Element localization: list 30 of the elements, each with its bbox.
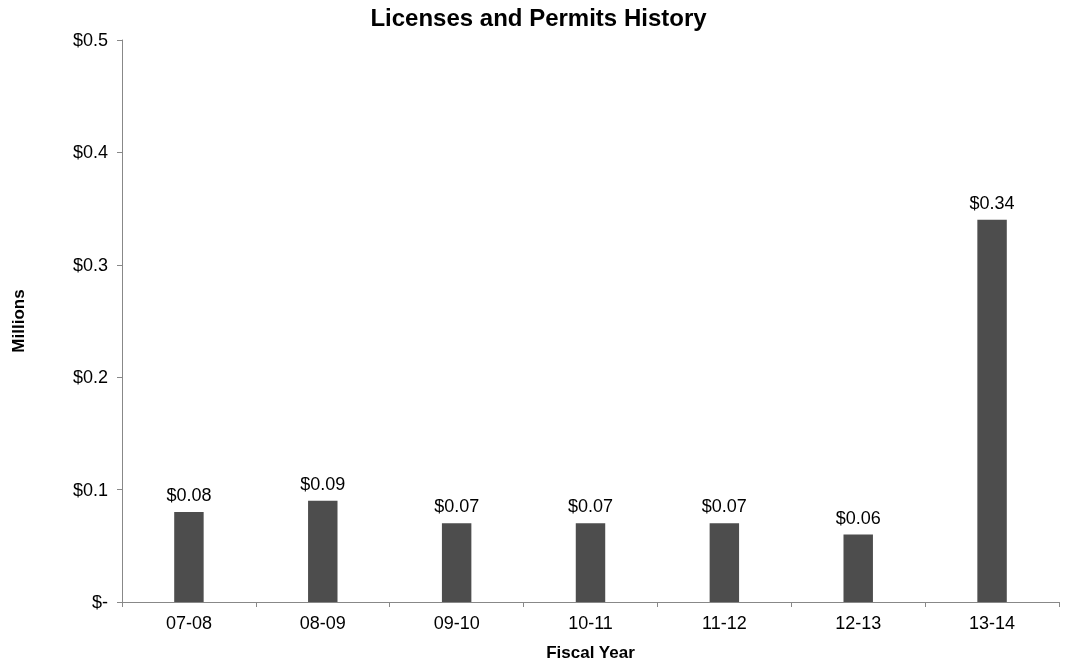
x-tick-label: 12-13 xyxy=(835,613,882,633)
data-label: $0.08 xyxy=(166,485,212,506)
x-tick-label: 07-08 xyxy=(165,613,212,633)
y-axis-title: Millions xyxy=(9,289,28,353)
y-tick-label: $0.4 xyxy=(72,142,108,163)
y-tick-label: $0.5 xyxy=(72,30,108,50)
x-axis-title: Fiscal Year xyxy=(546,643,636,662)
data-label: $0.34 xyxy=(969,192,1015,213)
chart-title: Licenses and Permits History xyxy=(370,3,708,31)
bar xyxy=(977,219,1007,602)
bar xyxy=(441,523,472,602)
y-tick-label: $0.1 xyxy=(72,479,108,500)
bar xyxy=(308,500,338,602)
x-tick-label: 08-09 xyxy=(299,613,346,633)
x-tick-label: 09-10 xyxy=(433,613,480,633)
y-tick-label: $0.2 xyxy=(72,367,108,388)
bar xyxy=(174,512,204,602)
data-label: $0.09 xyxy=(300,473,346,494)
data-label: $0.07 xyxy=(434,496,480,517)
x-tick-label: 11-12 xyxy=(702,613,747,633)
data-label: $0.07 xyxy=(701,496,747,517)
bar xyxy=(709,523,740,602)
data-label: $0.06 xyxy=(835,507,881,528)
x-tick-label: 13-14 xyxy=(969,613,1016,633)
y-tick-label: $0.3 xyxy=(72,254,108,275)
bar xyxy=(843,534,873,602)
y-tick-label: $- xyxy=(91,592,108,612)
bar xyxy=(575,523,606,602)
x-tick-label: 10-11 xyxy=(568,613,613,633)
data-label: $0.07 xyxy=(567,496,614,517)
